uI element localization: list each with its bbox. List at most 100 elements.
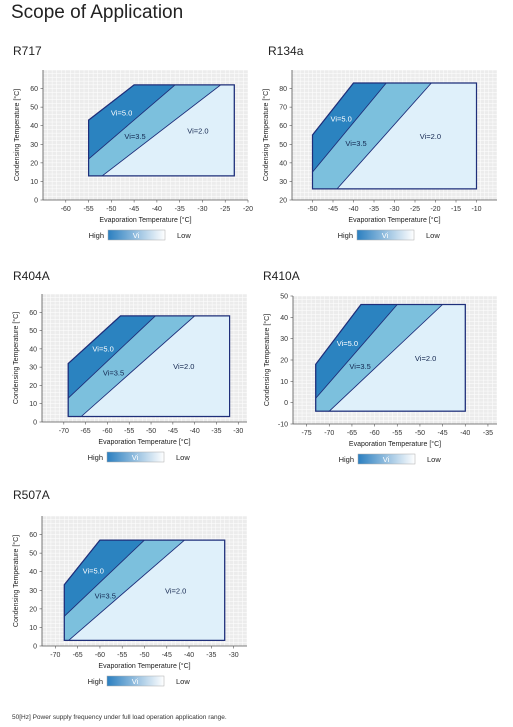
y-tick-label: 20 (29, 383, 37, 390)
legend-vi-label: Vi (132, 677, 139, 686)
x-tick-label: -15 (451, 206, 461, 213)
x-axis-title: Evaporation Temperature [°C] (349, 440, 441, 448)
y-tick-label: 0 (33, 420, 37, 427)
x-tick-label: -60 (95, 652, 105, 659)
region-label: Vi=5.0 (92, 344, 113, 353)
x-tick-label: -30 (197, 206, 207, 213)
x-tick-label: -45 (438, 430, 448, 437)
x-tick-label: -55 (117, 652, 127, 659)
x-tick-label: -45 (328, 206, 338, 213)
page-title: Scope of Application (11, 2, 184, 23)
legend-vi-label: Vi (132, 453, 139, 462)
x-tick-label: -65 (81, 428, 91, 435)
y-tick-label: 50 (279, 142, 287, 149)
legend-high-label: High (339, 455, 354, 464)
chart-title-r404a: R404A (13, 269, 50, 283)
chart-title-r410a: R410A (263, 269, 300, 283)
x-tick-label: -45 (162, 652, 172, 659)
region-label: Vi=2.0 (415, 354, 436, 363)
x-tick-label: -60 (61, 206, 71, 213)
footnote: 50[Hz] Power supply frequency under full… (12, 714, 227, 721)
y-tick-label: 20 (279, 198, 287, 205)
x-tick-label: -20 (430, 206, 440, 213)
y-tick-label: 60 (279, 123, 287, 130)
legend-gradient-bar (356, 229, 415, 241)
x-tick-label: -40 (152, 206, 162, 213)
x-tick-label: -65 (347, 430, 357, 437)
y-tick-label: 10 (280, 379, 288, 386)
x-tick-label: -60 (370, 430, 380, 437)
y-tick-label: 60 (29, 532, 37, 539)
x-axis-title: Evaporation Temperature [°C] (98, 438, 190, 446)
envelope-outline (67, 315, 231, 418)
x-tick-label: -25 (220, 206, 230, 213)
legend-low-label: Low (426, 231, 440, 240)
x-tick-label: -70 (59, 428, 69, 435)
y-tick-label: 50 (30, 105, 38, 112)
x-tick-label: -35 (483, 430, 493, 437)
envelope-outline (63, 539, 226, 642)
legend-high-label: High (88, 677, 103, 686)
x-tick-label: -30 (233, 428, 243, 435)
x-tick-label: -70 (324, 430, 334, 437)
region-label: Vi=3.5 (95, 592, 116, 601)
region-label: Vi=5.0 (337, 339, 358, 348)
y-tick-label: 30 (29, 365, 37, 372)
y-tick-label: 40 (280, 315, 288, 322)
legend-high-label: High (338, 231, 353, 240)
x-tick-label: -55 (124, 428, 134, 435)
x-tick-label: -40 (348, 206, 358, 213)
region-label: Vi=3.5 (103, 369, 124, 378)
x-tick-label: -50 (139, 652, 149, 659)
x-axis-title: Evaporation Temperature [°C] (98, 662, 190, 670)
x-tick-label: -35 (175, 206, 185, 213)
x-tick-label: -40 (190, 428, 200, 435)
x-tick-label: -40 (184, 652, 194, 659)
x-tick-label: -20 (243, 206, 253, 213)
y-tick-label: 10 (29, 625, 37, 632)
y-tick-label: 30 (280, 336, 288, 343)
y-axis-title: Condensing Temperature [°C] (263, 314, 271, 406)
x-tick-label: -55 (392, 430, 402, 437)
y-tick-label: 10 (30, 179, 38, 186)
x-tick-label: -25 (410, 206, 420, 213)
legend-low-label: Low (427, 455, 441, 464)
region-label: Vi=3.5 (124, 132, 145, 141)
chart-title-r717: R717 (13, 44, 42, 58)
x-tick-label: -50 (146, 428, 156, 435)
legend-gradient-bar (107, 229, 166, 241)
x-tick-label: -70 (50, 652, 60, 659)
legend-vi-label: Vi (383, 455, 390, 464)
y-tick-label: 80 (279, 86, 287, 93)
y-tick-label: 50 (29, 551, 37, 558)
legend-low-label: Low (176, 677, 190, 686)
x-tick-label: -50 (415, 430, 425, 437)
y-tick-label: 0 (33, 644, 37, 651)
chart-title-r507a: R507A (13, 488, 50, 502)
legend-vi-label: Vi (133, 231, 140, 240)
y-tick-label: 40 (29, 569, 37, 576)
legend-high-label: High (88, 453, 103, 462)
legend-vi-label: Vi (382, 231, 389, 240)
region-label: Vi=2.0 (420, 132, 441, 141)
y-tick-label: -10 (278, 422, 288, 429)
y-tick-label: 50 (29, 328, 37, 335)
y-tick-label: 60 (29, 310, 37, 317)
x-tick-label: -45 (168, 428, 178, 435)
region-label: Vi=2.0 (165, 586, 186, 595)
y-tick-label: 70 (279, 105, 287, 112)
x-axis-title: Evaporation Temperature [°C] (348, 216, 440, 224)
chart-title-r134a: R134a (268, 44, 304, 58)
legend-gradient-bar (106, 675, 165, 687)
y-tick-label: 0 (34, 198, 38, 205)
y-tick-label: 20 (29, 606, 37, 613)
y-tick-label: 0 (284, 400, 288, 407)
legend-gradient-bar (357, 453, 416, 465)
y-axis-title: Condensing Temperature [°C] (262, 89, 270, 181)
region-label: Vi=2.0 (173, 362, 194, 371)
x-tick-label: -35 (369, 206, 379, 213)
x-tick-label: -30 (229, 652, 239, 659)
